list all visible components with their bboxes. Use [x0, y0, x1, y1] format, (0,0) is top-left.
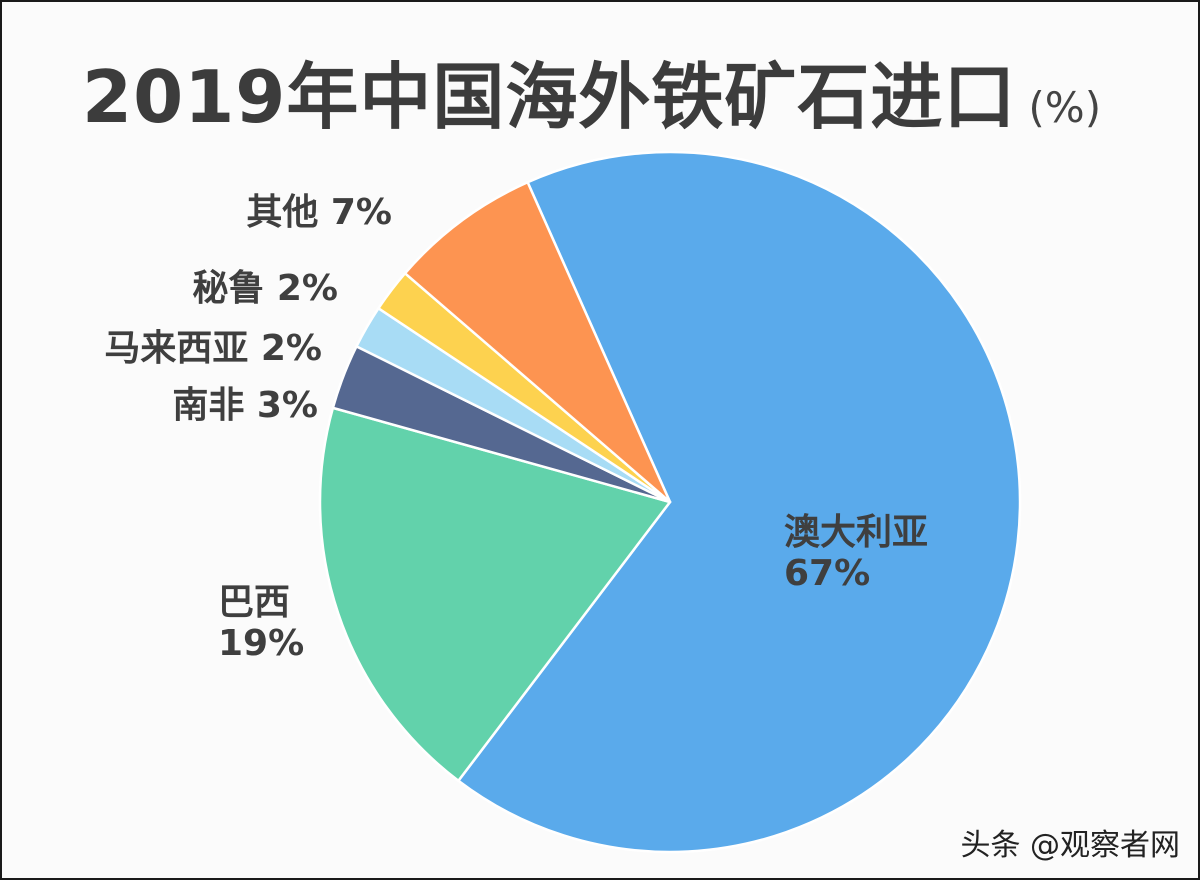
slice-label-other: 其他 7% [246, 192, 392, 233]
pie-slice-australia [457, 150, 1022, 854]
chart-title: 2019年中国海外铁矿石进口 (%) [82, 38, 1101, 143]
slice-label-brazil-name: 巴西 [218, 582, 291, 623]
slice-label-brazil: 巴西 19% [218, 582, 304, 665]
slice-label-south-africa-name: 南非 [172, 385, 245, 426]
slice-label-malaysia-value: 2% [260, 328, 322, 369]
slice-label-malaysia: 马来西亚 2% [104, 328, 322, 369]
pie-slice-brazil [318, 406, 672, 783]
pie-slice-other [403, 181, 672, 504]
slice-label-australia-value: 67% [784, 553, 871, 595]
slice-label-australia: 澳大利亚 67% [784, 512, 928, 595]
slice-label-peru: 秘鲁 2% [192, 268, 338, 309]
slice-label-peru-name: 秘鲁 [192, 268, 265, 309]
watermark-text: 头条 @观察者网 [960, 828, 1180, 863]
slice-label-south-africa-value: 3% [256, 385, 318, 426]
chart-title-unit: (%) [1028, 83, 1102, 132]
slice-label-malaysia-name: 马来西亚 [104, 328, 249, 369]
slice-label-brazil-value: 19% [218, 623, 305, 665]
slice-label-other-name: 其他 [246, 192, 319, 233]
slice-label-peru-value: 2% [276, 268, 338, 309]
chart-title-text: 2019年中国海外铁矿石进口 [82, 55, 1017, 139]
pie-slices [318, 150, 1022, 854]
slice-label-south-africa: 南非 3% [172, 385, 318, 426]
slice-label-australia-name: 澳大利亚 [784, 512, 929, 553]
slice-label-other-value: 7% [330, 192, 392, 233]
